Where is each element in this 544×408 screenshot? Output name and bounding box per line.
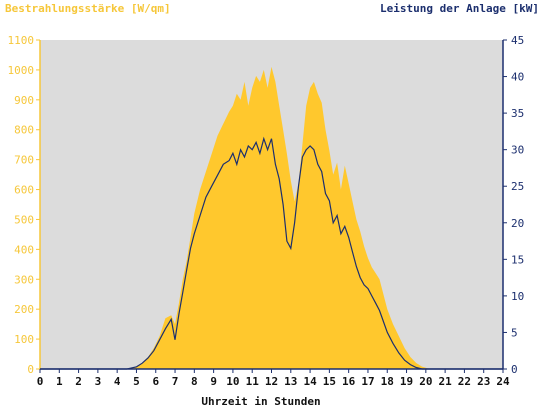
- x-tick-label: 3: [95, 375, 102, 388]
- x-tick-label: 4: [114, 375, 121, 388]
- x-tick-label: 23: [477, 375, 490, 388]
- right-tick-label: 30: [511, 144, 524, 157]
- x-tick-label: 18: [381, 375, 394, 388]
- left-tick-label: 800: [14, 124, 34, 137]
- x-tick-label: 10: [226, 375, 239, 388]
- x-tick-label: 17: [361, 375, 374, 388]
- right-tick-label: 5: [511, 326, 518, 339]
- x-tick-label: 2: [75, 375, 82, 388]
- left-tick-label: 0: [27, 363, 34, 376]
- x-tick-label: 22: [458, 375, 471, 388]
- x-tick-label: 7: [172, 375, 179, 388]
- x-tick-label: 12: [265, 375, 278, 388]
- x-tick-label: 11: [246, 375, 260, 388]
- x-tick-label: 6: [152, 375, 159, 388]
- right-tick-label: 45: [511, 34, 524, 47]
- x-tick-label: 21: [439, 375, 453, 388]
- right-axis-ticks: 0 5 10 15 20 25 30 35 40 45: [503, 34, 524, 376]
- x-tick-label: 19: [400, 375, 413, 388]
- left-tick-label: 900: [14, 94, 34, 107]
- left-tick-label: 700: [14, 154, 34, 167]
- x-tick-label: 1: [56, 375, 63, 388]
- x-tick-label: 14: [303, 375, 317, 388]
- x-tick-label: 13: [284, 375, 297, 388]
- x-tick-label: 9: [210, 375, 217, 388]
- right-tick-label: 40: [511, 71, 524, 84]
- x-tick-label: 24: [496, 375, 510, 388]
- left-tick-label: 200: [14, 303, 34, 316]
- power-line: [40, 136, 503, 370]
- irradiance-area: [40, 66, 503, 370]
- x-tick-label: 16: [342, 375, 356, 388]
- left-tick-label: 1000: [8, 64, 35, 77]
- right-tick-label: 25: [511, 180, 524, 193]
- right-tick-label: 20: [511, 217, 524, 230]
- x-tick-label: 15: [323, 375, 336, 388]
- right-tick-label: 10: [511, 290, 524, 303]
- right-tick-label: 0: [511, 363, 518, 376]
- left-tick-label: 1100: [8, 34, 35, 47]
- x-axis-ticks: 0 1 2 3 4 5 6 7 8 9 10 11 12 13 14 15 16 17 18 19 20 21 22 23 24: [37, 369, 510, 388]
- right-tick-label: 15: [511, 253, 524, 266]
- x-tick-label: 8: [191, 375, 198, 388]
- left-tick-label: 100: [14, 333, 34, 346]
- x-tick-label: 5: [133, 375, 140, 388]
- left-tick-label: 400: [14, 243, 34, 256]
- left-axis-title: Bestrahlungsstärke [W/qm]: [5, 2, 171, 15]
- x-axis-label: Uhrzeit in Stunden: [201, 395, 320, 408]
- left-tick-label: 600: [14, 184, 34, 197]
- x-tick-label: 0: [37, 375, 44, 388]
- right-tick-label: 35: [511, 107, 524, 120]
- left-tick-label: 500: [14, 213, 34, 226]
- left-tick-label: 300: [14, 273, 34, 286]
- x-tick-label: 20: [419, 375, 432, 388]
- right-axis-title: Leistung der Anlage [kW]: [380, 2, 539, 15]
- left-axis-ticks: 0 100 200 300 400 500 600 700 800 900 1000 1100: [8, 34, 40, 376]
